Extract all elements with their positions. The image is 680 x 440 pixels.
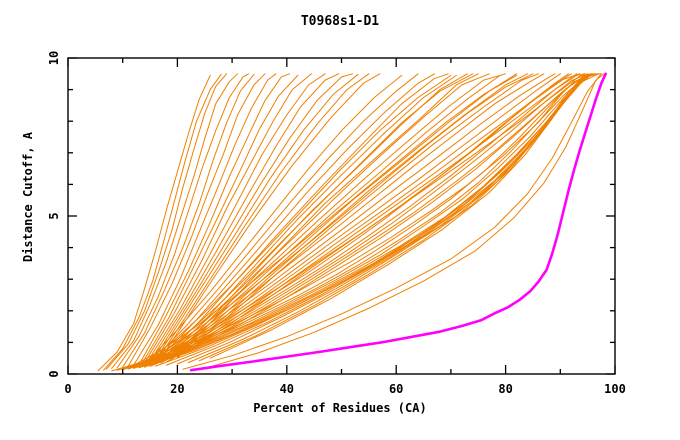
data-curve bbox=[133, 73, 586, 369]
x-axis-label: Percent of Residues (CA) bbox=[253, 401, 427, 415]
data-curve bbox=[209, 73, 591, 359]
data-curve bbox=[144, 73, 593, 368]
highlight-curve-layer bbox=[189, 72, 607, 372]
data-curve bbox=[127, 74, 518, 369]
data-curve bbox=[138, 74, 452, 367]
data-curve bbox=[171, 73, 528, 360]
data-curve bbox=[141, 74, 299, 365]
data-curve bbox=[144, 74, 403, 366]
data-curve bbox=[204, 73, 605, 369]
y-tick-label: 10 bbox=[47, 50, 61, 66]
data-curve bbox=[116, 73, 250, 369]
x-tick-label: 20 bbox=[170, 382, 185, 396]
data-curve bbox=[160, 74, 501, 362]
data-curve bbox=[165, 74, 457, 360]
data-curve bbox=[146, 73, 326, 363]
data-curve bbox=[144, 73, 474, 366]
data-curve bbox=[127, 73, 597, 370]
data-curve bbox=[160, 73, 449, 362]
x-tick-label: 40 bbox=[279, 382, 295, 396]
data-curve bbox=[149, 73, 594, 367]
data-curve bbox=[155, 73, 359, 361]
data-curves-layer bbox=[97, 73, 605, 372]
data-curve bbox=[122, 73, 589, 371]
data-curve bbox=[165, 73, 586, 363]
data-curve bbox=[155, 73, 507, 364]
data-curve bbox=[138, 73, 545, 368]
data-curve bbox=[144, 73, 556, 367]
x-tick-label: 80 bbox=[498, 382, 513, 396]
y-tick-label: 5 bbox=[47, 212, 61, 220]
y-axis-label: Distance Cutoff, A bbox=[21, 131, 35, 263]
data-curve bbox=[152, 73, 353, 362]
highlight-curve bbox=[189, 72, 607, 372]
data-curve bbox=[97, 74, 211, 372]
data-curve bbox=[122, 73, 572, 371]
data-curve bbox=[160, 73, 578, 364]
y-tick-label: 0 bbox=[47, 370, 61, 378]
x-tick-label: 0 bbox=[64, 382, 72, 396]
data-curve bbox=[111, 73, 239, 369]
data-curve bbox=[122, 73, 255, 368]
axes-frame-layer bbox=[67, 57, 616, 375]
data-curve bbox=[149, 73, 561, 366]
x-tick-label: 60 bbox=[388, 382, 404, 396]
data-curve bbox=[133, 73, 534, 369]
data-curve bbox=[127, 73, 266, 367]
chart-title: T0968s1-D1 bbox=[300, 14, 380, 29]
data-curve bbox=[144, 73, 312, 364]
data-curve bbox=[127, 73, 580, 370]
data-curve bbox=[157, 73, 370, 360]
data-curve bbox=[149, 73, 490, 365]
data-curve bbox=[155, 73, 435, 363]
data-curve bbox=[116, 73, 594, 371]
data-curve bbox=[105, 73, 228, 370]
data-curve bbox=[149, 73, 340, 362]
data-curve bbox=[103, 73, 222, 371]
data-curve bbox=[160, 73, 381, 359]
data-curve bbox=[111, 73, 597, 372]
data-curve bbox=[149, 73, 419, 364]
data-curve bbox=[198, 73, 597, 362]
data-curve bbox=[133, 73, 277, 366]
data-curve bbox=[182, 73, 602, 370]
x-tick-label: 100 bbox=[604, 382, 626, 396]
data-curve bbox=[138, 73, 291, 366]
